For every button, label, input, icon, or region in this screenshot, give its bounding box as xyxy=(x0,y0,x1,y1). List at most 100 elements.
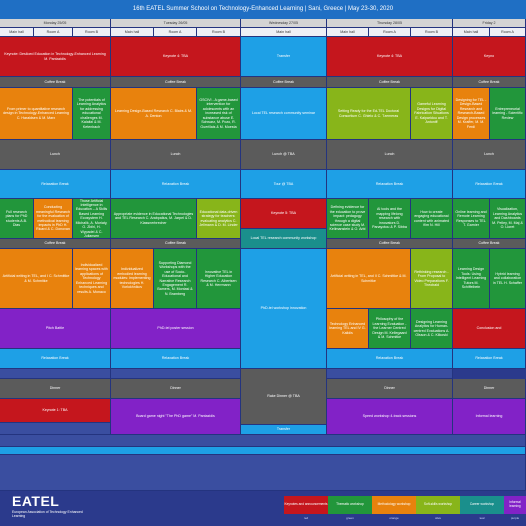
session-tue-keynote[interactable]: Keynote 4: TBA xyxy=(111,37,241,77)
session-thu-a3[interactable]: Rethinking research - From Proposal to V… xyxy=(411,249,453,309)
room-header: Room B xyxy=(411,28,453,37)
session-tue-c3[interactable]: Innovative TEL in Higher Education Resea… xyxy=(197,249,241,309)
session-mon-keynote1[interactable]: Keynote 1: TBA xyxy=(0,399,111,423)
session-fri-keynote[interactable]: Keyno xyxy=(453,37,526,77)
session-thu-m2[interactable]: Defining evidence for the education to p… xyxy=(327,199,369,239)
day-header-fri: Friday 2 xyxy=(453,19,526,28)
session-wed-local-workshop[interactable]: Local TEL research community workshop xyxy=(241,229,327,249)
break-coffee: Coffee Break xyxy=(241,77,327,88)
room-header: Room A xyxy=(34,28,73,37)
session-thu-keynote[interactable]: Keynote 4: TBA xyxy=(327,37,453,77)
empty-slot xyxy=(327,369,453,379)
session-fri-b2[interactable]: Visualization, Learning Analytics and Da… xyxy=(490,199,526,239)
room-header: Room B xyxy=(197,28,241,37)
session-fri-conclusion[interactable]: Conclusion and xyxy=(453,309,526,349)
session-thu-b2[interactable]: How to create engaging educational conte… xyxy=(411,199,453,239)
session-fri-a3[interactable]: Learning Design Tools: Using Intelligent… xyxy=(453,249,490,309)
session-fri-b3[interactable]: Hybrid learning and collaboration in TEL… xyxy=(490,249,526,309)
room-header: Room A xyxy=(154,28,197,37)
room-header: Main hall xyxy=(241,28,327,37)
session-thu-a2[interactable]: AI tools and the mapping lifelong resear… xyxy=(369,199,411,239)
break-lunch: Lunch xyxy=(453,140,526,170)
break-relax: Relaxation Break xyxy=(327,170,453,199)
session-fri-a1[interactable]: Designing for TEL - Design-Based Researc… xyxy=(453,88,490,140)
break-dinner: Dinner xyxy=(111,379,241,399)
room-header: Main hall xyxy=(0,28,34,37)
session-fri-a2[interactable]: Online learning and Remote Learning Resp… xyxy=(453,199,490,239)
session-wed-transfer[interactable]: Transfer xyxy=(241,37,327,77)
session-thu-m3[interactable]: Artificial writing in TEL, and II C. Sch… xyxy=(327,249,411,309)
session-wed-keynote5[interactable]: Keynote 5: TBA xyxy=(241,199,327,229)
session-wed-m4[interactable]: PhD-tel workshop innovation xyxy=(241,249,327,369)
session-mon-b2[interactable]: Those Artificial Intelligence in Educati… xyxy=(73,199,111,239)
session-thu-b4[interactable]: Designing Learning Analytics for Human-c… xyxy=(411,309,453,349)
room-header: Main hall xyxy=(111,28,154,37)
legend-methodology: Methodology workshop xyxy=(372,496,416,514)
break-coffee: Coffee Break xyxy=(327,239,453,249)
session-wed-main1[interactable]: Local TEL research community seminar xyxy=(241,88,327,140)
session-tue-b1[interactable]: GSCIVI - A game-based intervention for a… xyxy=(197,88,241,140)
break-coffee: Coffee Break xyxy=(111,239,241,249)
session-tue-m2[interactable]: Appropriate evidence in Educational Tech… xyxy=(111,199,197,239)
session-tue-b2[interactable]: Educational data-driven strategy for tea… xyxy=(197,199,241,239)
day-header-wed: Wednesday 27/05 xyxy=(241,19,327,28)
session-mon-a3[interactable]: Individualized learning spaces with appl… xyxy=(73,249,111,309)
empty-slot xyxy=(0,435,526,447)
break-lunch: Lunch xyxy=(111,140,241,170)
break-coffee: Coffee Break xyxy=(453,239,526,249)
day-header-thu: Thursday 28/05 xyxy=(327,19,453,28)
session-mon-pitch[interactable]: Pitch Battle xyxy=(0,309,111,349)
legend-keynotes: Keynotes and announcements xyxy=(284,496,328,514)
legend-methodology-color: orange xyxy=(389,516,399,520)
eatel-logo: EATEL xyxy=(12,493,60,509)
empty-slot xyxy=(0,455,526,491)
session-fri-b1[interactable]: Entrepreneurial learning - Scientific Re… xyxy=(490,88,526,140)
session-tue-b3[interactable]: Supporting Diamond Workshops with the us… xyxy=(154,249,197,309)
session-fri-informal[interactable]: Informal learning xyxy=(453,399,526,435)
session-thu-m4[interactable]: Technology Enhanced learning TEL and IV … xyxy=(327,309,369,349)
break-relax: Relaxation Break xyxy=(111,349,241,369)
legend-career: Career workshop xyxy=(460,496,504,514)
session-tour[interactable]: Tour @ TBA xyxy=(241,170,327,199)
session-tue-a3[interactable]: Individualized embodied learning modules… xyxy=(111,249,154,309)
session-thu-speed[interactable]: Speed workshop 4-track sessions xyxy=(327,399,453,435)
session-mon-m3[interactable]: Artificial writing in TEL, and I C. Schm… xyxy=(0,249,73,309)
break-relax: Relaxation Break xyxy=(0,349,111,369)
session-mon-keynote[interactable]: Keynote: Desiloed Education in Technolog… xyxy=(0,37,111,77)
session-mon-b1[interactable]: The potentials of Learning Analytics for… xyxy=(73,88,111,140)
session-wed-transfer-evening[interactable]: Transfer xyxy=(241,425,327,435)
empty-slot xyxy=(0,369,111,379)
break-dinner: Dinner xyxy=(0,379,111,399)
session-mon-m2[interactable]: Full research plans for PhD students A.B… xyxy=(0,199,34,239)
day-header-mon: Monday 25/05 xyxy=(0,19,111,28)
session-mon-a2[interactable]: Conducting meaningful Research for the e… xyxy=(34,199,73,239)
break-relax: Relaxation Break xyxy=(327,349,453,369)
break-lunch: Lunch xyxy=(0,140,111,170)
session-mon-a1[interactable]: From primer to quantitative research des… xyxy=(0,88,73,140)
break-coffee: Coffee Break xyxy=(0,77,111,88)
break-lunch: Lunch @ TBA xyxy=(241,140,327,170)
break-coffee: Coffee Break xyxy=(0,239,111,249)
bottom-band xyxy=(0,447,526,455)
legend-thematic: Thematic workshop xyxy=(328,496,372,514)
room-header: Main hall xyxy=(453,28,490,37)
session-tue-poster[interactable]: PhD-tel poster session xyxy=(111,309,241,349)
session-thu-a1[interactable]: Setting Ready for the Ed-TEL Doctoral Co… xyxy=(327,88,411,140)
eatel-logo-subtitle: European Association of Technology Enhan… xyxy=(12,510,83,518)
break-lunch: Lunch xyxy=(327,140,453,170)
session-thu-b1[interactable]: Gameful Learning Designs for Digital Fab… xyxy=(411,88,453,140)
break-coffee: Coffee Break xyxy=(111,77,241,88)
legend-soft-skills: Soft-skills workshop xyxy=(416,496,460,514)
room-header: Room A xyxy=(369,28,411,37)
legend-keynotes-color: red xyxy=(303,516,309,520)
legend-thematic-color: green xyxy=(346,516,354,520)
session-tue-game-night[interactable]: Board game night "The PhD game" M. Panta… xyxy=(111,399,241,435)
break-relax: Relaxation Break xyxy=(0,170,111,199)
break-relax: Relaxation Break xyxy=(453,170,526,199)
break-dinner: Dinner xyxy=(453,379,526,399)
session-thu-a4[interactable]: Philosophy of the Learning Evaluation - … xyxy=(369,309,411,349)
break-dinner: Dinner xyxy=(327,379,453,399)
empty-slot xyxy=(0,423,111,435)
session-tue-a1[interactable]: Learning Design-Based Research C. Blairs… xyxy=(111,88,197,140)
session-rake-dinner[interactable]: Rake Dinner @ TBA xyxy=(241,369,327,425)
